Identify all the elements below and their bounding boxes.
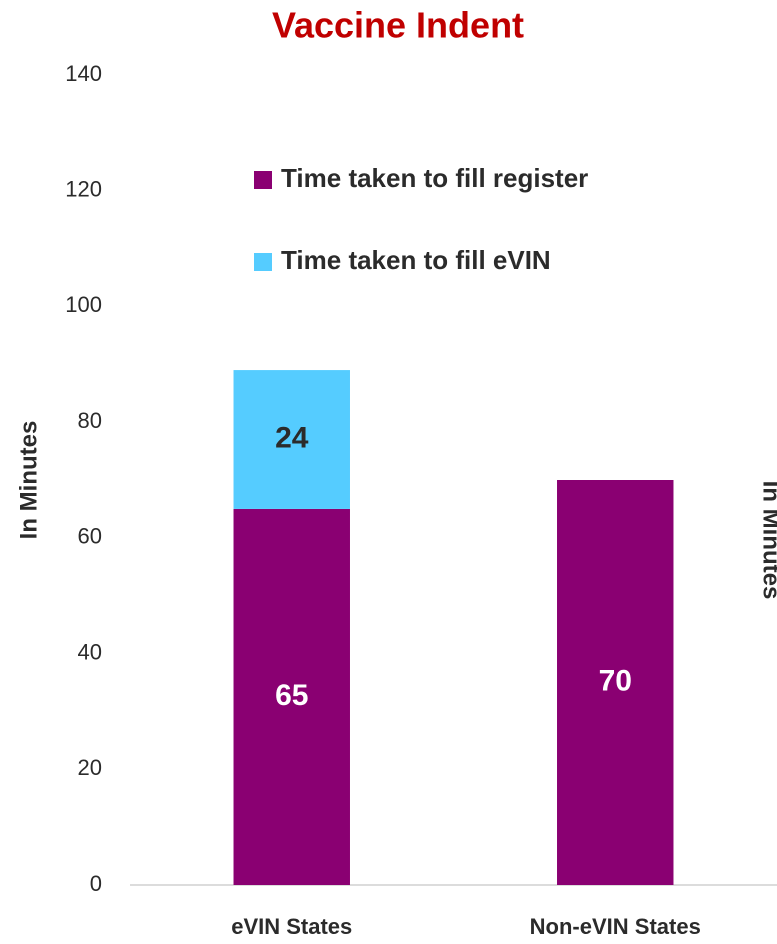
data-label: 70	[599, 664, 632, 697]
y-tick-label: 40	[78, 639, 102, 664]
legend-label: Time taken to fill eVIN	[281, 245, 551, 275]
x-tick-label: eVIN States	[231, 914, 352, 939]
y-tick-label: 60	[78, 524, 102, 549]
chart-title: Vaccine Indent	[272, 5, 524, 46]
neighbor-axis-label: In Minutes	[758, 481, 777, 600]
y-tick-label: 120	[65, 177, 102, 202]
data-label: 24	[275, 421, 309, 454]
legend-swatch	[254, 171, 272, 189]
data-label: 65	[275, 679, 308, 712]
y-axis-label: In Minutes	[15, 421, 42, 540]
bar-segment	[233, 370, 350, 509]
x-tick-label: Non-eVIN States	[530, 914, 701, 939]
y-tick-label: 0	[90, 871, 102, 896]
y-tick-label: 100	[65, 292, 102, 317]
legend-swatch	[254, 253, 272, 271]
legend-label: Time taken to fill register	[281, 163, 588, 193]
y-tick-label: 80	[78, 408, 102, 433]
bar-segment	[233, 508, 350, 885]
y-tick-label: 20	[78, 755, 102, 780]
y-tick-label: 140	[65, 61, 102, 86]
bar-segment	[557, 480, 674, 885]
